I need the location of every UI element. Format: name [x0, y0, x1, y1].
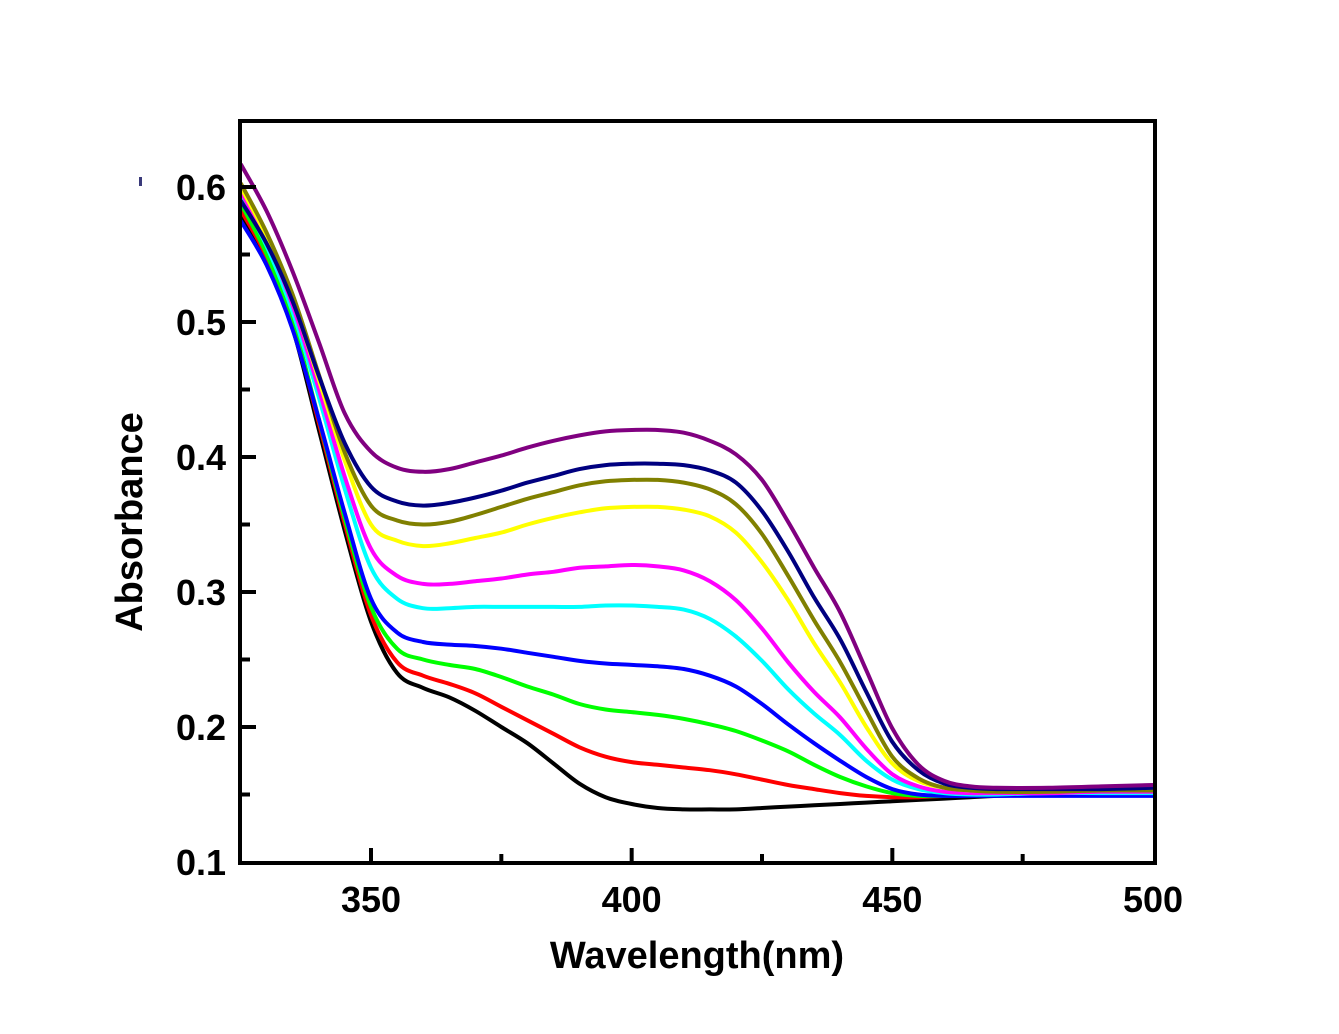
x-tick-label: 500 — [1123, 879, 1183, 920]
series-line-blue — [242, 219, 1153, 798]
series-line-purple — [242, 163, 1153, 790]
x-tick-label: 450 — [862, 879, 922, 920]
x-tick-labels: 350 400 450 500 — [341, 879, 1183, 920]
y-tick-label: 0.4 — [176, 437, 226, 478]
x-axis-title: Wavelength(nm) — [550, 935, 844, 977]
y-tick-label: 0.2 — [176, 707, 226, 748]
series-line-navy — [242, 199, 1153, 792]
y-axis-title: Absorbance — [109, 412, 151, 632]
y-tick-label: 0.1 — [176, 842, 226, 883]
y-tick-label: 0.3 — [176, 572, 226, 613]
y-tick-label: 0.5 — [176, 302, 226, 343]
series-layer — [242, 163, 1153, 812]
series-line-magenta — [242, 190, 1153, 796]
stray-mark — [139, 177, 142, 186]
x-tick-label: 350 — [341, 879, 401, 920]
x-tick-label: 400 — [602, 879, 662, 920]
series-line-olive — [242, 182, 1153, 794]
y-tick-label: 0.6 — [176, 167, 226, 208]
plot-frame — [238, 119, 1157, 865]
y-tick-labels: 0.1 0.2 0.3 0.4 0.5 0.6 — [176, 167, 226, 883]
ticks-layer — [242, 185, 1025, 862]
